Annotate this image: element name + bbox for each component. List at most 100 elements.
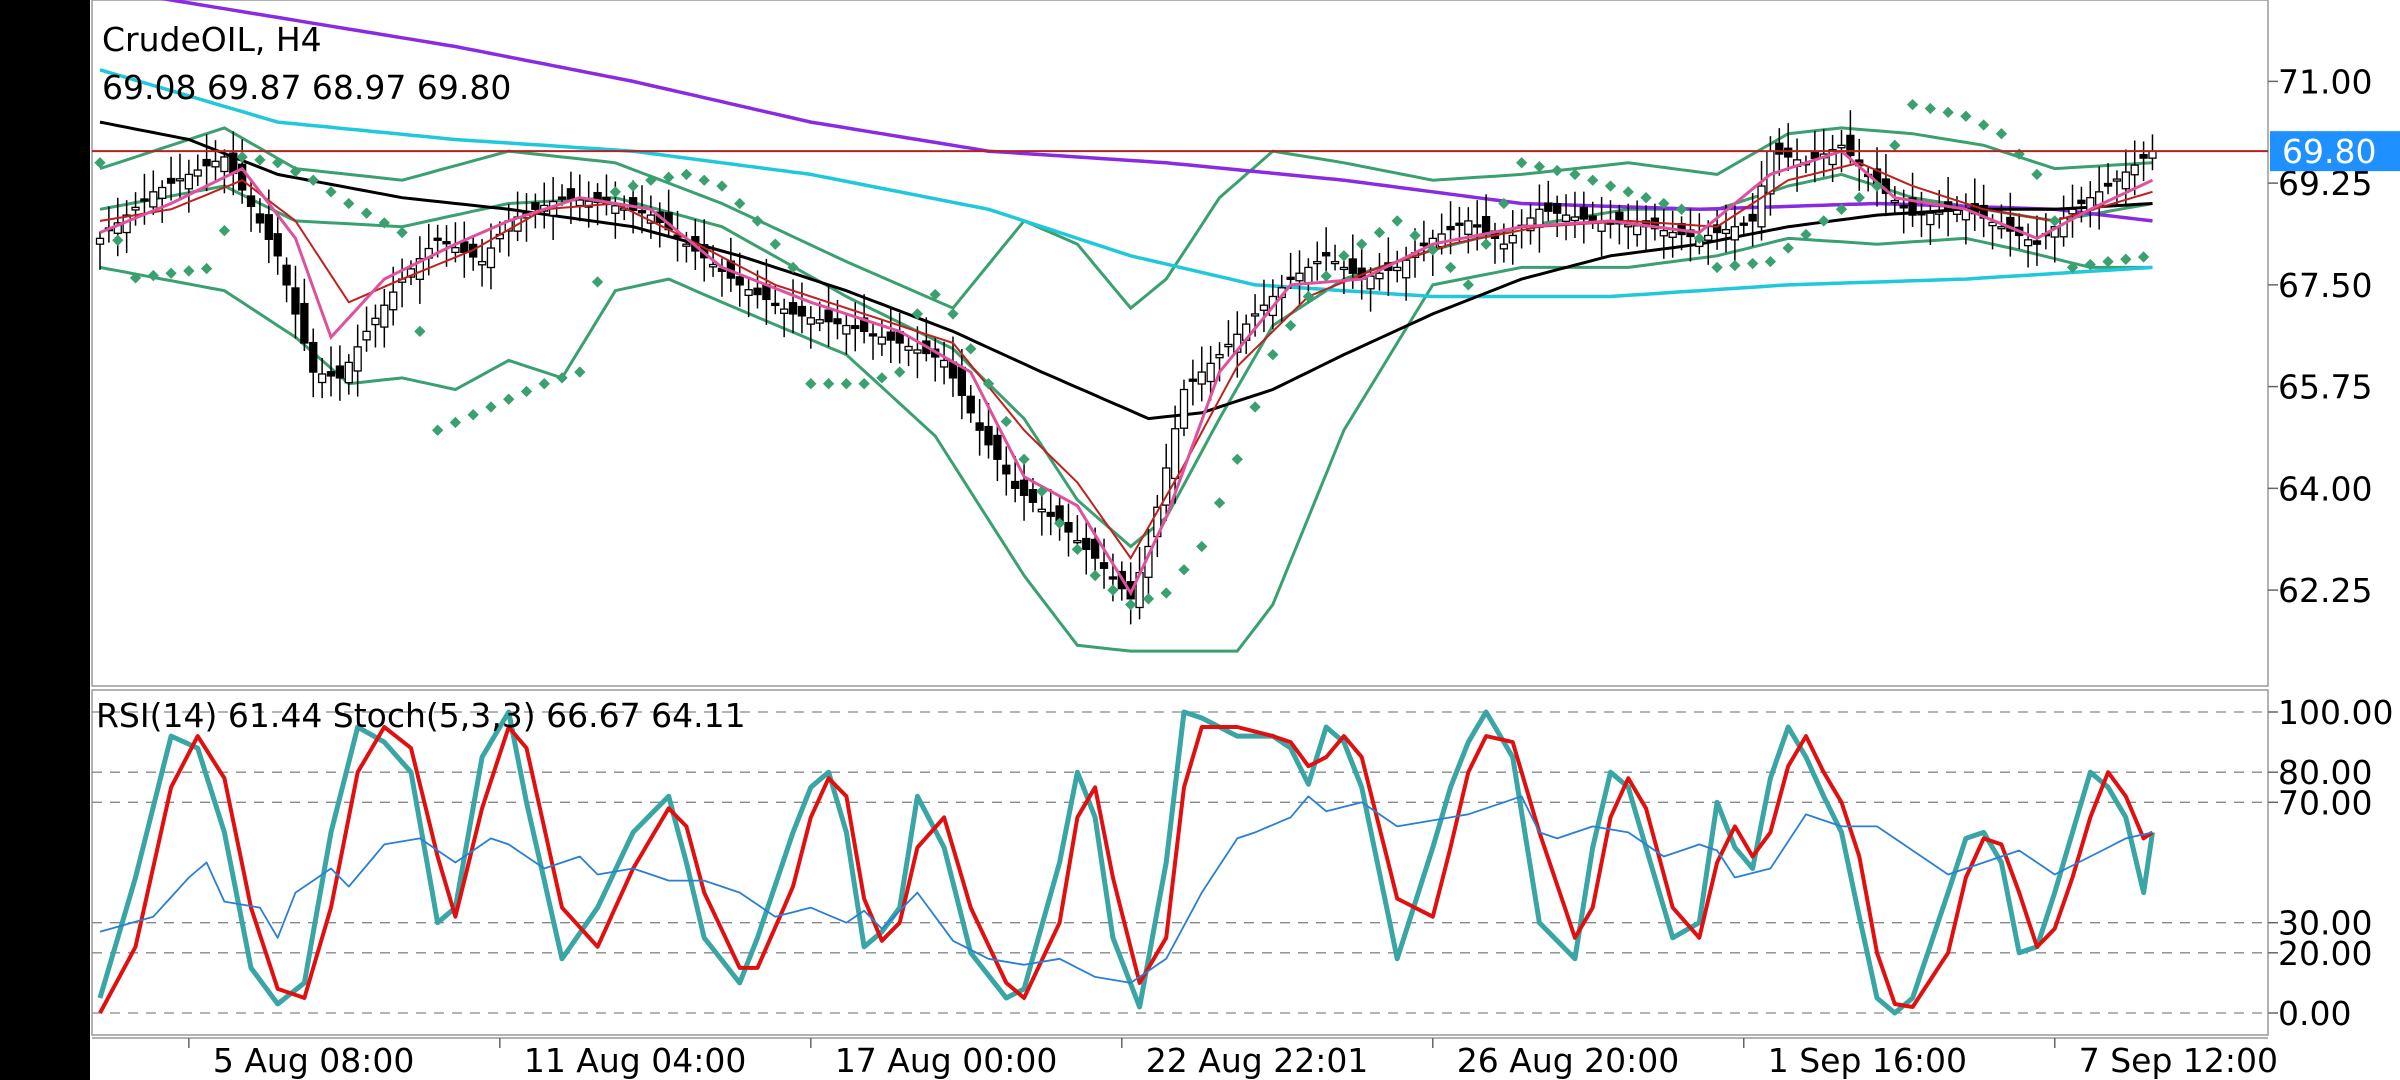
sar-dot (1533, 160, 1546, 173)
sar-dot (1444, 261, 1457, 274)
sar-dot (1658, 197, 1670, 210)
sar-dot (325, 186, 337, 198)
candle-body (2148, 150, 2157, 159)
sar-dot (449, 416, 462, 429)
candle-body (282, 264, 291, 286)
candle-body (344, 361, 353, 384)
candle-body (202, 158, 211, 167)
current-price-box (2270, 131, 2400, 172)
candle-body (309, 341, 318, 373)
candle-body (2068, 208, 2077, 215)
sar-dot (1036, 485, 1048, 497)
sar-dot (1089, 569, 1101, 582)
sar-dot (200, 262, 213, 275)
sar-dot (1160, 587, 1172, 599)
candle-body (238, 163, 247, 191)
sar-dot (414, 325, 426, 338)
candle-body (1952, 209, 1962, 215)
candle-body (300, 302, 309, 344)
y-tick-label: 64.00 (2278, 469, 2372, 508)
candle-body (1188, 378, 1198, 382)
sar-dot (1924, 102, 1937, 115)
sar-dot (680, 168, 693, 181)
sar-dot (1960, 110, 1972, 122)
sar-dot (1391, 215, 1403, 227)
candle-body (317, 373, 327, 384)
candle-body (1730, 226, 1740, 241)
sub-tick-label: 100.00 (2278, 693, 2393, 732)
candle-body (859, 317, 869, 333)
candle-body (140, 198, 149, 202)
candle-body (1046, 511, 1055, 517)
sar-dot (1338, 250, 1350, 262)
candle-body (1259, 304, 1269, 311)
sar-dot (1480, 238, 1492, 250)
sar-dot (965, 343, 977, 355)
candle-body (1659, 229, 1668, 237)
sar-dot (2049, 215, 2061, 227)
candle-body (753, 287, 762, 296)
sar-dot (289, 165, 302, 178)
x-tick-label: 17 Aug 00:00 (835, 1041, 1058, 1080)
candle-body (1250, 313, 1260, 317)
candle-body (1846, 134, 1855, 157)
sar-dot (1302, 290, 1315, 303)
candle-body (984, 425, 993, 446)
sar-dot (165, 267, 177, 279)
sar-dot (272, 157, 284, 169)
bollinger-upper-line (99, 126, 2153, 311)
stoch-main-line (97, 709, 2155, 1016)
candle-body (255, 213, 265, 224)
sar-dot (1978, 119, 1990, 131)
candle-body (1988, 221, 1997, 227)
sar-dot (858, 378, 870, 390)
sar-dot (1053, 517, 1066, 529)
sar-dot (1000, 415, 1012, 428)
sub-frame (91, 689, 2269, 1036)
candle-body (868, 333, 878, 337)
sar-dot (1196, 540, 1208, 553)
candle-body (1455, 222, 1464, 226)
candle-body (1322, 252, 1331, 257)
sar-dot (734, 197, 746, 210)
bollinger-lower-line (99, 236, 2153, 653)
sar-dot (1764, 255, 1777, 268)
sub-tick-label: 70.00 (2278, 783, 2372, 822)
candle-body (993, 434, 1002, 460)
candle-body (877, 336, 887, 345)
current-price-label: 69.80 (2282, 132, 2376, 171)
sar-dot (716, 180, 728, 192)
candle-body (220, 156, 229, 173)
candle-body (531, 202, 540, 210)
candle-body (1624, 224, 1633, 228)
candle-body (1721, 228, 1731, 235)
sar-dot (1675, 203, 1688, 215)
candle-body (1508, 234, 1517, 244)
candle-body (851, 325, 860, 330)
candle-body (735, 276, 744, 286)
candle-body (1828, 149, 1837, 166)
candle-body (1446, 225, 1455, 231)
candle-body (1170, 428, 1180, 480)
candle-body (1561, 214, 1571, 222)
sar-dot (2084, 258, 2096, 271)
sar-dot (1818, 215, 1830, 227)
ma-black-line (99, 120, 2153, 421)
sar-dot (609, 186, 621, 198)
sar-dot (698, 174, 710, 186)
rsi-line (99, 795, 2153, 984)
sar-dot (840, 378, 853, 390)
y-tick-label: 62.25 (2278, 571, 2372, 610)
candle-body (708, 263, 718, 268)
ohlc-values: 69.08 69.87 68.97 69.80 (102, 68, 512, 107)
candle-body (566, 188, 576, 200)
candle-body (166, 177, 176, 184)
candle-body (353, 346, 362, 372)
left-black-bar (0, 0, 90, 1080)
sar-dot (1427, 244, 1439, 256)
candle-body (1330, 260, 1340, 265)
y-tick-label: 65.75 (2278, 368, 2372, 407)
candle-body (1704, 234, 1713, 241)
